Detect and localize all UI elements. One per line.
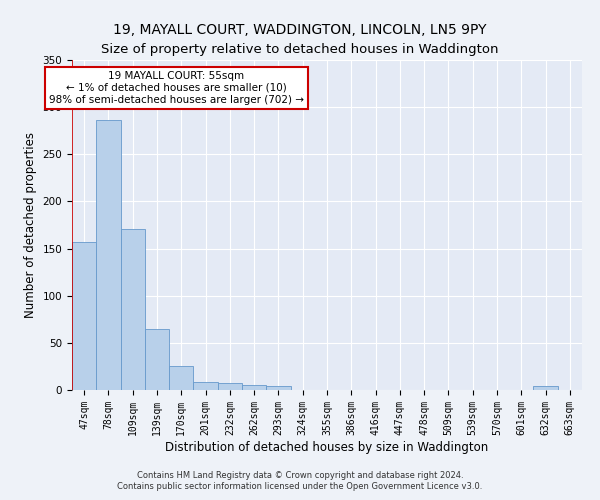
Bar: [72, 242, 96, 390]
Bar: [121, 229, 145, 390]
Text: Contains HM Land Registry data © Crown copyright and database right 2024.: Contains HM Land Registry data © Crown c…: [137, 470, 463, 480]
Text: 19 MAYALL COURT: 55sqm
← 1% of detached houses are smaller (10)
98% of semi-deta: 19 MAYALL COURT: 55sqm ← 1% of detached …: [49, 72, 304, 104]
Text: Size of property relative to detached houses in Waddington: Size of property relative to detached ho…: [101, 42, 499, 56]
Bar: [266, 386, 290, 390]
Bar: [96, 120, 121, 390]
Bar: [193, 382, 218, 390]
Bar: [242, 386, 266, 390]
Text: Contains public sector information licensed under the Open Government Licence v3: Contains public sector information licen…: [118, 482, 482, 491]
Y-axis label: Number of detached properties: Number of detached properties: [24, 132, 37, 318]
Text: 19, MAYALL COURT, WADDINGTON, LINCOLN, LN5 9PY: 19, MAYALL COURT, WADDINGTON, LINCOLN, L…: [113, 22, 487, 36]
Bar: [169, 366, 193, 390]
Bar: [533, 386, 558, 390]
Bar: [145, 328, 169, 390]
Bar: [218, 384, 242, 390]
X-axis label: Distribution of detached houses by size in Waddington: Distribution of detached houses by size …: [166, 440, 488, 454]
